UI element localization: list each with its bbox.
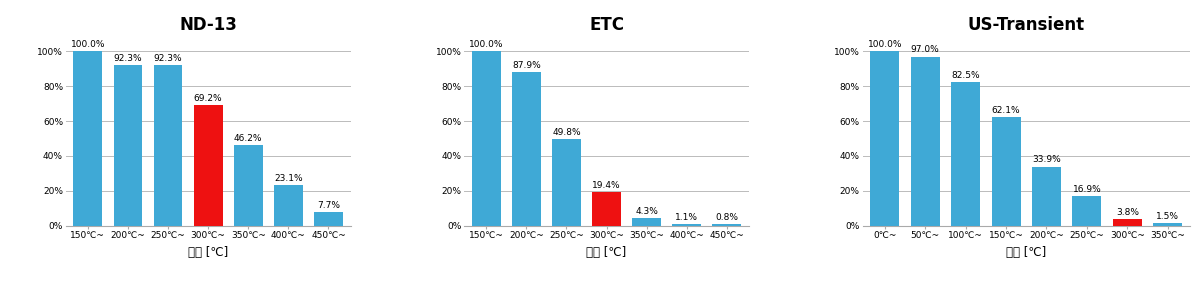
Text: 7.7%: 7.7%: [317, 201, 340, 210]
Bar: [910, 56, 940, 226]
Text: 4.3%: 4.3%: [635, 207, 658, 216]
Bar: [553, 139, 581, 226]
Bar: [951, 82, 981, 226]
X-axis label: 온도 [℃]: 온도 [℃]: [586, 246, 627, 259]
Bar: [991, 117, 1020, 226]
X-axis label: 온도 [℃]: 온도 [℃]: [1006, 246, 1046, 259]
Text: 49.8%: 49.8%: [553, 128, 581, 137]
Text: 33.9%: 33.9%: [1032, 155, 1061, 164]
Text: 92.3%: 92.3%: [154, 54, 182, 63]
Bar: [592, 192, 621, 226]
Title: US-Transient: US-Transient: [968, 16, 1085, 34]
Text: 23.1%: 23.1%: [274, 174, 303, 183]
Bar: [672, 224, 701, 226]
Bar: [153, 65, 183, 226]
Bar: [471, 51, 501, 226]
Bar: [1112, 219, 1142, 226]
Text: 62.1%: 62.1%: [991, 106, 1020, 115]
Bar: [274, 185, 303, 226]
Text: 100.0%: 100.0%: [71, 40, 105, 49]
Text: 16.9%: 16.9%: [1073, 185, 1102, 194]
Text: 100.0%: 100.0%: [469, 40, 504, 49]
Title: ETC: ETC: [590, 16, 624, 34]
Bar: [1032, 166, 1061, 226]
Bar: [871, 51, 899, 226]
Bar: [1153, 223, 1183, 226]
Bar: [633, 218, 661, 226]
Text: 100.0%: 100.0%: [867, 40, 902, 49]
Bar: [73, 51, 103, 226]
Text: 82.5%: 82.5%: [951, 71, 980, 80]
Bar: [234, 145, 263, 226]
Text: 19.4%: 19.4%: [592, 181, 621, 190]
Text: 69.2%: 69.2%: [194, 94, 222, 103]
Bar: [713, 224, 742, 226]
Text: 97.0%: 97.0%: [911, 45, 940, 54]
Bar: [315, 212, 343, 226]
Bar: [1073, 196, 1102, 226]
Text: 1.1%: 1.1%: [676, 213, 698, 222]
X-axis label: 온도 [℃]: 온도 [℃]: [188, 246, 228, 259]
Text: 92.3%: 92.3%: [114, 54, 142, 63]
Text: 46.2%: 46.2%: [234, 134, 262, 143]
Bar: [194, 105, 222, 226]
Text: 87.9%: 87.9%: [512, 61, 541, 70]
Text: 3.8%: 3.8%: [1116, 208, 1139, 217]
Text: 0.8%: 0.8%: [715, 213, 738, 222]
Title: ND-13: ND-13: [179, 16, 237, 34]
Text: 1.5%: 1.5%: [1157, 212, 1179, 221]
Bar: [114, 65, 142, 226]
Bar: [512, 72, 541, 226]
